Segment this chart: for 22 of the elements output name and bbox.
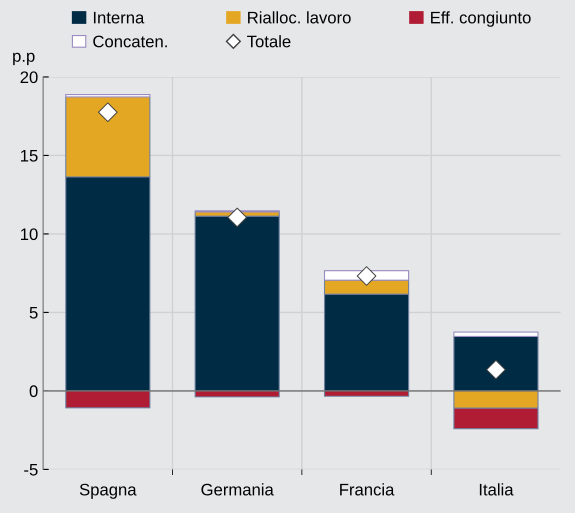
y-axis-title: p.p [13, 52, 35, 66]
y-tick-label: 15 [21, 150, 38, 162]
legend-label: Eff. congiunto [431, 11, 531, 27]
y-tick-label: 0 [30, 385, 38, 398]
point [98, 102, 118, 122]
point [356, 266, 376, 286]
bar [65, 94, 150, 98]
bar [453, 331, 539, 337]
x-tick-label: Francia [340, 483, 394, 496]
point [227, 208, 247, 228]
y-tick-label: 10 [21, 228, 38, 240]
legend-label: Interna [94, 12, 144, 24]
x-tick-label: Italia [480, 483, 514, 496]
legend-label: Rialloc. lavoro [248, 11, 351, 24]
point [486, 360, 506, 380]
y-tick-label: 20 [20, 71, 38, 84]
legend-label: Concaten. [93, 36, 167, 48]
legend-label: Totale [247, 35, 290, 48]
x-tick-label: Spagna [80, 484, 137, 499]
y-tick-label: 5 [30, 306, 38, 319]
x-tick-label: Germania [201, 483, 274, 496]
y-tick-label: -5 [24, 464, 38, 476]
